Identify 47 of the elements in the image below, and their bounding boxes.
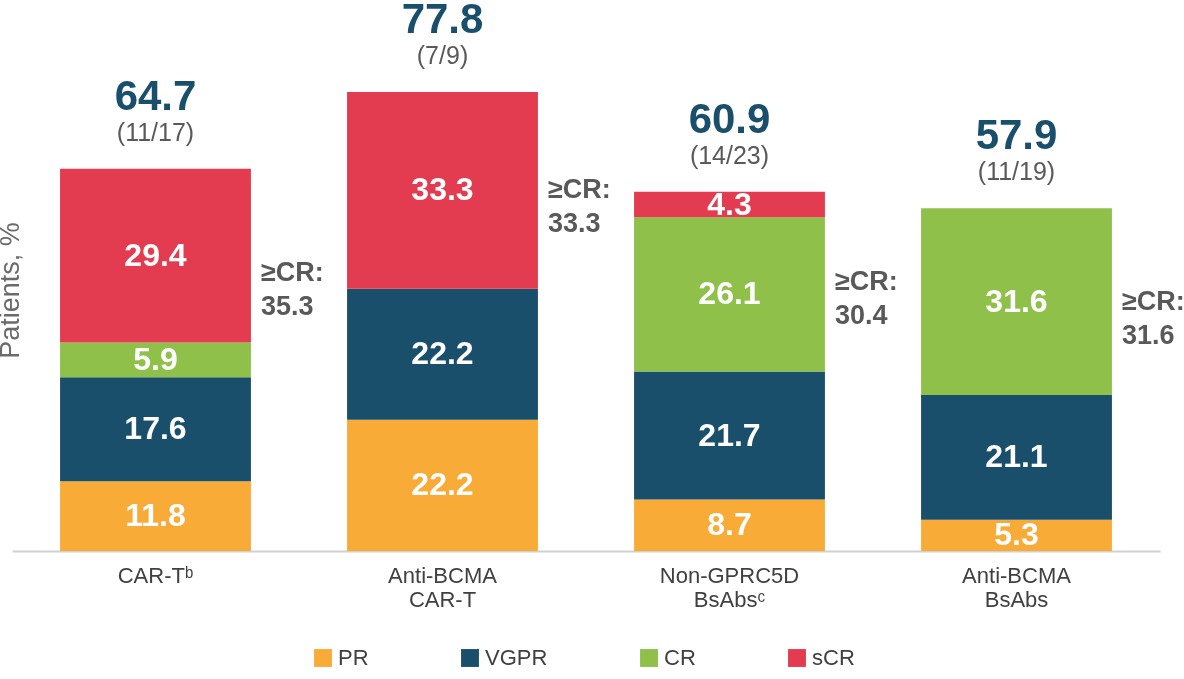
data-label: 21.7 [698,416,761,453]
data-label: 31.6 [985,282,1048,319]
legend-label: sCR [812,645,855,670]
data-label: 22.2 [411,466,474,503]
text: (7/9) [416,41,469,69]
bar [60,481,251,551]
total-label: 64.7 [114,71,197,119]
bar [634,499,825,551]
bar [921,519,1112,551]
x-tick-label: Non-GPRC5D BsAbsᶜ [659,562,800,612]
data-label: 4.3 [707,185,752,222]
annotation: ≥CR: 31.6 [1121,285,1184,350]
bar [921,208,1112,396]
data-label: 5.3 [994,516,1039,553]
legend-label: PR [338,645,369,670]
data-label: 22.2 [411,335,474,372]
bar [634,371,825,500]
data-label: 26.1 [698,275,761,312]
bar [347,92,538,289]
data-label: 21.1 [985,438,1048,475]
total-label: 77.8 [401,0,484,42]
annotation: ≥CR: 33.3 [547,174,611,239]
bar [60,377,251,482]
data-label: 17.6 [124,410,187,447]
bar [634,217,825,372]
data-label: 29.4 [124,236,187,273]
data-label: 11.8 [125,497,186,534]
bar [60,342,251,378]
legend-label: CR [664,645,696,670]
bar [347,419,538,551]
x-tick-label: Anti-BCMA CAR-T [388,562,498,612]
bar [921,395,1112,520]
annotation: ≥CR: 35.3 [260,257,324,322]
bar [347,288,538,420]
total-label: 57.9 [975,111,1058,159]
x-tick-label: Anti-BCMA BsAbs [962,562,1072,612]
data-label: 5.9 [133,340,178,377]
bar [60,168,251,343]
annotation: (11/17) [116,117,195,146]
annotation: (14/23) [689,140,770,169]
data-label: 8.7 [707,506,752,543]
annotation: (11/19) [977,157,1056,186]
annotation: ≥CR: 30.4 [834,265,898,330]
data-label: 33.3 [411,171,474,208]
x-tick-label: CAR-Tᵇ [117,562,194,588]
total-label: 60.9 [688,94,771,142]
legend-label: VGPR [485,645,548,670]
